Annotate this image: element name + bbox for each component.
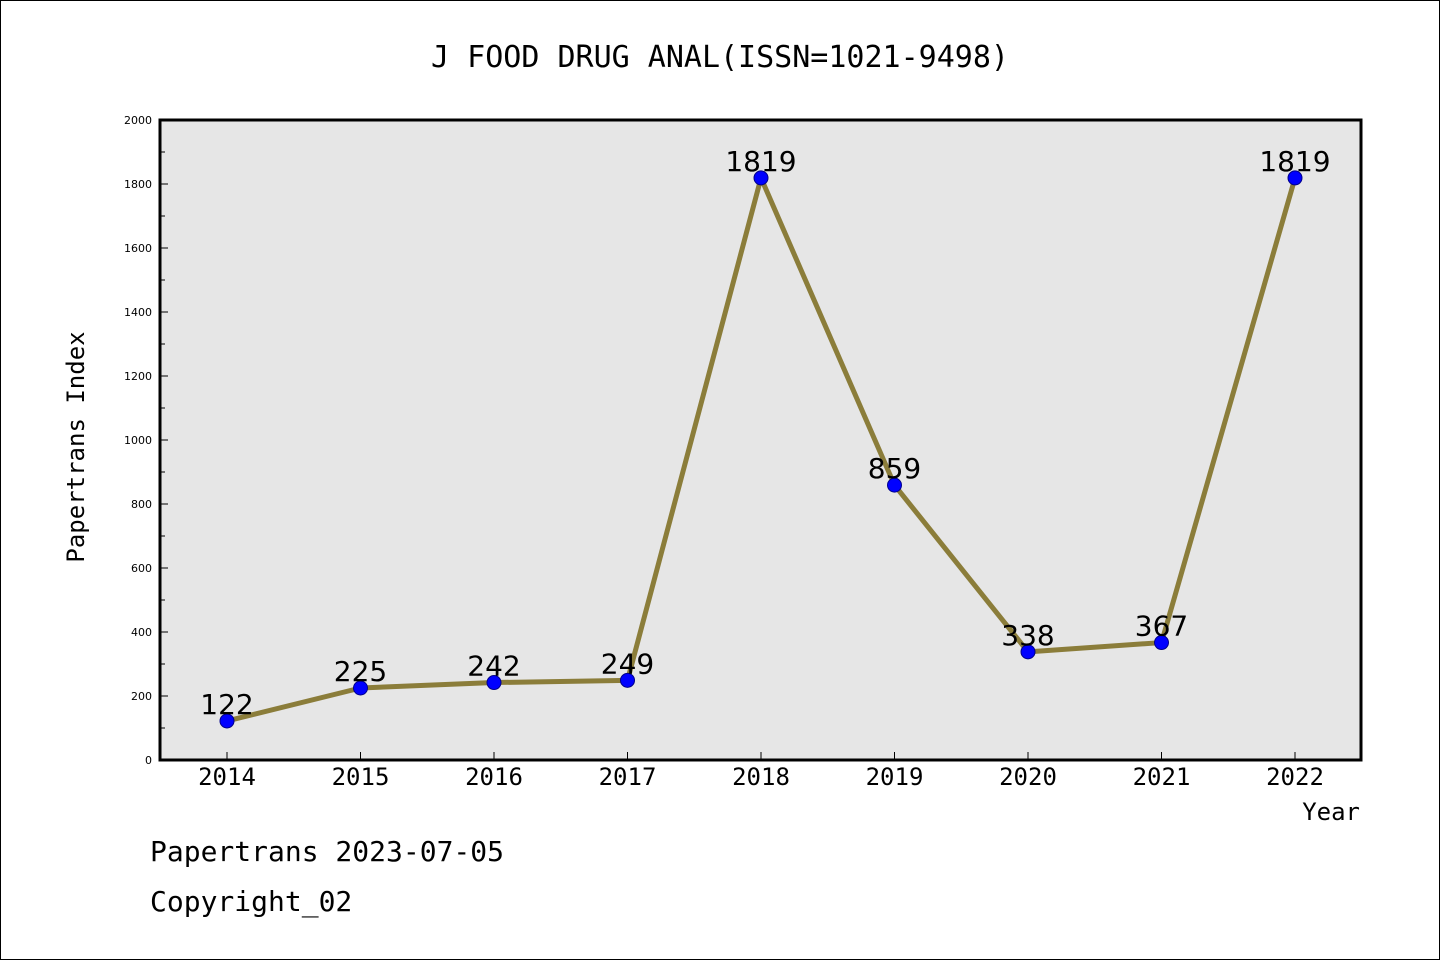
- data-label: 338: [1001, 619, 1054, 652]
- y-tick-label: 600: [131, 562, 152, 575]
- y-tick-label: 1200: [124, 370, 152, 383]
- x-tick-label: 2014: [198, 763, 256, 791]
- footer-copyright: Copyright_02: [150, 885, 353, 918]
- x-tick-label: 2016: [465, 763, 523, 791]
- data-label: 225: [334, 655, 387, 688]
- data-point: [753, 170, 769, 186]
- data-point: [1020, 644, 1036, 660]
- x-tick-label: 2021: [1133, 763, 1191, 791]
- data-point: [620, 672, 635, 688]
- y-tick-label: 2000: [124, 114, 152, 127]
- data-label: 859: [868, 452, 921, 485]
- y-tick-label: 0: [145, 754, 152, 767]
- plot-border: [158, 118, 1363, 762]
- data-label: 1819: [1259, 145, 1330, 178]
- y-tick-label: 1800: [124, 178, 152, 191]
- data-point: [1287, 170, 1303, 186]
- data-label: 1819: [725, 145, 796, 178]
- y-axis-ticks: 0 200 400 600 800 1000 1200 1400 1600 1800 2000: [124, 114, 168, 767]
- data-label: 249: [601, 647, 654, 680]
- x-tick-label: 2015: [332, 763, 390, 791]
- data-points-group: [219, 170, 1303, 729]
- data-point: [486, 675, 502, 691]
- y-tick-label: 200: [131, 690, 152, 703]
- y-tick-label: 1600: [124, 242, 152, 255]
- y-axis-label: Papertrans Index: [62, 331, 90, 562]
- x-axis-ticks: 2014 2015 2016 2017 2018 2019 2020 2021 2022: [198, 752, 1324, 791]
- y-tick-label: 1400: [124, 306, 152, 319]
- chart-title: J FOOD DRUG ANAL(ISSN=1021-9498): [431, 40, 1009, 75]
- plot-area: [160, 120, 1361, 760]
- data-label: 122: [200, 688, 253, 721]
- y-tick-label: 800: [131, 498, 152, 511]
- data-point: [219, 713, 235, 729]
- x-tick-label: 2020: [999, 763, 1057, 791]
- data-labels-group: 122 225 242 249 1819 859 338 367 1819: [200, 145, 1330, 721]
- y-tick-label: 1000: [124, 434, 152, 447]
- x-tick-label: 2022: [1266, 763, 1324, 791]
- footer-date: Papertrans 2023-07-05: [150, 835, 505, 868]
- x-tick-label: 2017: [599, 763, 657, 791]
- data-label: 367: [1135, 610, 1188, 643]
- data-label: 242: [467, 650, 520, 683]
- x-axis-label: Year: [1302, 798, 1360, 826]
- data-point: [353, 680, 368, 696]
- data-point: [1154, 635, 1169, 651]
- data-point: [887, 477, 902, 493]
- x-tick-label: 2019: [866, 763, 924, 791]
- y-tick-label: 400: [131, 626, 152, 639]
- x-tick-label: 2018: [732, 763, 790, 791]
